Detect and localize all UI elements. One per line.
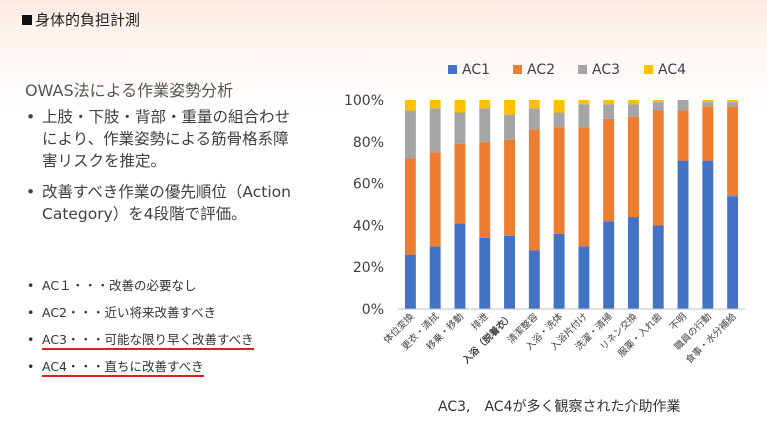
slide-title-text: 身体的負担計測: [35, 11, 141, 29]
y-tick-label: 60%: [353, 177, 384, 193]
y-tick-label: 0%: [362, 302, 384, 318]
bar-segment-ac2: [553, 127, 565, 234]
bar-segment-ac2: [677, 110, 689, 161]
bar-segment-ac1: [702, 160, 714, 309]
bar-segment-ac4: [702, 100, 714, 103]
bar-segment-ac2: [603, 118, 615, 222]
legend-label: AC1: [462, 62, 490, 78]
bullet-item: 改善すべき作業の優先順位（Action Category）を4段階で評価。: [24, 181, 304, 225]
bar-segment-ac1: [404, 254, 416, 309]
y-tick-label: 100%: [344, 93, 384, 109]
bar-segment-ac2: [578, 127, 590, 247]
y-tick-label: 40%: [353, 218, 384, 234]
bar-segment-ac3: [727, 102, 739, 107]
bar-segment-ac3: [652, 102, 664, 111]
bar-segment-ac1: [429, 246, 441, 309]
bar-segment-ac1: [727, 196, 739, 309]
legend-swatch-ac1: [448, 65, 457, 74]
bar-segment-ac2: [429, 152, 441, 247]
bar-segment-ac3: [504, 114, 515, 140]
bar-segment-ac3: [454, 112, 466, 144]
bar-segment-ac4: [578, 100, 590, 105]
bar-segment-ac3: [578, 104, 590, 128]
bar-segment-ac2: [479, 141, 491, 238]
bar-segment-ac2: [404, 158, 416, 255]
y-tick-label: 20%: [353, 260, 384, 276]
bar-segment-ac1: [628, 217, 639, 309]
bar-segment-ac4: [553, 100, 565, 113]
bar-segment-ac3: [677, 100, 689, 111]
ac-item: AC2・・・近い将来改善すべき: [26, 303, 254, 330]
ac-category-list: AC１・・・改善の必要なし AC2・・・近い将来改善すべき AC3・・・可能な限…: [26, 276, 254, 384]
legend-label: AC2: [527, 62, 555, 78]
bar-segment-ac1: [578, 246, 590, 309]
bar-segment-ac4: [628, 100, 639, 105]
legend-swatch-ac4: [644, 65, 653, 74]
bar-segment-ac2: [727, 106, 739, 197]
bar-segment-ac2: [528, 129, 540, 251]
bar-segment-ac3: [628, 104, 639, 117]
bar-segment-ac3: [702, 102, 714, 107]
bullet-item: 上肢・下肢・背部・重量の組合わせにより、作業姿勢による筋骨格系障害リスクを推定。: [24, 106, 304, 172]
bar-segment-ac3: [603, 104, 615, 119]
legend-label: AC4: [658, 62, 686, 78]
bar-segment-ac4: [479, 100, 491, 109]
ac-item: AC4・・・直ちに改善すべき: [26, 357, 254, 384]
ac-item-text: AC2・・・近い将来改善すべき: [42, 305, 217, 320]
legend-label: AC3: [592, 62, 620, 78]
legend-swatch-ac2: [513, 65, 522, 74]
bar-segment-ac2: [628, 116, 639, 218]
bar-segment-ac3: [479, 108, 491, 142]
bar-segment-ac4: [652, 100, 664, 103]
bar-segment-ac3: [429, 108, 441, 153]
bar-segment-ac4: [528, 100, 540, 109]
bar-segment-ac1: [454, 223, 466, 309]
bar-segment-ac1: [677, 160, 689, 309]
x-tick-label: 排泄: [469, 310, 491, 332]
ac-item: AC3・・・可能な限り早く改善すべき: [26, 330, 254, 357]
slide-title: 身体的負担計測: [22, 9, 140, 30]
bar-segment-ac2: [702, 106, 714, 161]
bar-segment-ac3: [528, 108, 540, 130]
chart-caption: AC3, AC4が多く観察された介助作業: [438, 399, 681, 415]
bullet-list: 上肢・下肢・背部・重量の組合わせにより、作業姿勢による筋骨格系障害リスクを推定。…: [24, 106, 304, 234]
square-bullet-icon: [22, 15, 32, 25]
bar-segment-ac1: [652, 225, 664, 309]
y-tick-label: 80%: [353, 135, 384, 151]
ac-item: AC１・・・改善の必要なし: [26, 276, 254, 303]
bar-segment-ac1: [504, 235, 515, 309]
bar-segment-ac4: [727, 100, 739, 103]
bar-segment-ac4: [603, 100, 615, 105]
ac-item-text: AC4・・・直ちに改善すべき: [42, 359, 204, 377]
bar-segment-ac4: [454, 100, 466, 113]
bar-segment-ac4: [404, 100, 416, 111]
bar-segment-ac4: [429, 100, 441, 109]
ac-item-text: AC3・・・可能な限り早く改善すべき: [42, 332, 254, 350]
bar-segment-ac1: [479, 237, 491, 309]
bar-segment-ac2: [504, 139, 515, 236]
bar-segment-ac2: [652, 110, 664, 226]
bar-segment-ac4: [504, 100, 515, 115]
bar-segment-ac3: [404, 110, 416, 159]
bar-segment-ac1: [553, 233, 565, 309]
bar-segment-ac1: [528, 250, 540, 309]
bar-segment-ac2: [454, 143, 466, 224]
legend-swatch-ac3: [578, 65, 587, 74]
section-heading: OWAS法による作業姿勢分析: [25, 81, 234, 100]
bar-segment-ac3: [553, 112, 565, 128]
bar-segment-ac1: [603, 221, 615, 309]
ac-item-text: AC１・・・改善の必要なし: [42, 278, 197, 293]
x-tick-label: 不明: [668, 311, 689, 332]
